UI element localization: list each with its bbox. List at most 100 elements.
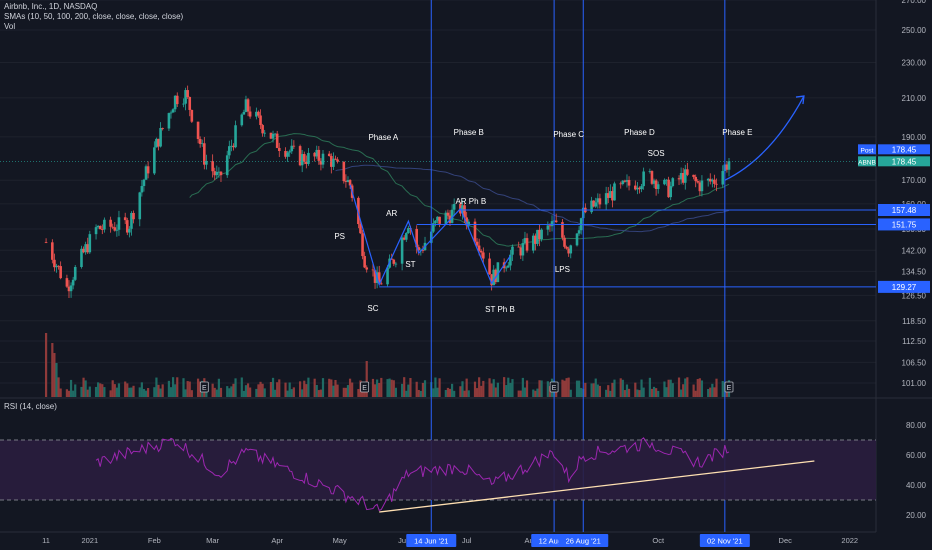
volume-bar: [684, 378, 687, 397]
earnings-marker[interactable]: [199, 381, 209, 393]
candle-body: [444, 212, 448, 224]
candle-body: [313, 152, 316, 157]
volume-bar: [417, 389, 420, 397]
volume-bar: [157, 384, 160, 397]
rsi-trendline[interactable]: [379, 460, 815, 513]
volume-bar: [621, 379, 624, 397]
candle-body: [461, 205, 464, 214]
candle-body: [292, 145, 296, 147]
volume-bar: [176, 377, 179, 397]
candle-body: [669, 186, 673, 198]
volume-bar: [421, 382, 425, 397]
candle-body: [305, 161, 308, 164]
candle-body: [421, 250, 425, 251]
candle-body: [146, 166, 150, 174]
volume-bar: [584, 382, 587, 397]
candle-body: [259, 115, 262, 126]
volume-bar: [363, 390, 366, 397]
candle-body: [648, 171, 652, 172]
volume-bar: [692, 384, 695, 397]
sma-indicator-label[interactable]: SMAs (10, 50, 100, 200, close, close, cl…: [4, 12, 184, 21]
volume-bar: [536, 388, 539, 397]
price-tick-label: 170.00: [902, 176, 927, 185]
volume-bar: [365, 361, 368, 397]
wyckoff-zigzag[interactable]: [349, 184, 511, 287]
volume-bar: [534, 390, 537, 397]
price-tag-value: 178.45: [892, 145, 917, 154]
projection-arrowhead: [795, 95, 805, 105]
projection-arrow[interactable]: [724, 95, 805, 181]
candle-body: [379, 283, 383, 285]
candle-body: [159, 127, 162, 147]
volume-bar: [415, 381, 418, 397]
volume-bar: [607, 385, 610, 397]
volume-bar: [234, 378, 237, 397]
candle-body: [621, 180, 625, 184]
volume-bar: [301, 389, 304, 397]
volume-bar: [72, 390, 75, 397]
candle-body: [536, 229, 539, 244]
volume-bar: [378, 382, 381, 397]
candle-body: [679, 173, 683, 180]
candle-body: [606, 193, 610, 198]
time-tick-label: Mar: [206, 536, 219, 545]
volume-bar: [492, 379, 495, 397]
earnings-marker-label: E: [727, 385, 732, 392]
volume-bar: [478, 377, 481, 397]
candle-body: [509, 254, 512, 266]
candle-body: [713, 179, 716, 184]
candle-body: [415, 228, 418, 248]
volume-bar: [142, 389, 146, 397]
candle-body: [725, 164, 729, 170]
candle-body: [534, 235, 537, 244]
candle-body: [125, 220, 129, 233]
volume-bar: [580, 387, 583, 397]
volume-bar: [561, 379, 564, 397]
volume-bar: [388, 378, 391, 397]
time-tick-label: Feb: [148, 536, 161, 545]
earnings-marker[interactable]: [549, 381, 559, 393]
earnings-marker[interactable]: [724, 381, 734, 393]
candle-body: [80, 248, 83, 267]
volume-bar: [290, 389, 293, 397]
volume-bar: [346, 385, 350, 397]
volume-bar: [686, 377, 689, 397]
candle-body: [230, 145, 233, 147]
volume-bar: [392, 380, 395, 397]
candle-body: [686, 169, 689, 175]
volume-bar: [344, 387, 347, 397]
volume-bar: [263, 388, 266, 397]
volume-bar: [303, 380, 306, 397]
candle-body: [609, 191, 612, 198]
candle-body: [677, 178, 681, 180]
earnings-marker[interactable]: [360, 381, 370, 393]
candle-body: [302, 154, 306, 162]
candle-body: [654, 180, 658, 190]
date-marker-label: 12 Aug '2: [539, 537, 570, 546]
candle-body: [130, 212, 133, 229]
candle-body: [298, 146, 302, 166]
candle-body: [142, 179, 146, 187]
candle-body: [140, 186, 144, 193]
volume-bar: [113, 384, 116, 397]
candle-body: [432, 223, 435, 232]
volume-bar: [567, 377, 570, 397]
candle-body: [548, 225, 552, 227]
volume-bar: [305, 384, 308, 397]
candle-body: [244, 99, 248, 112]
volume-indicator-label[interactable]: Vol: [4, 22, 16, 31]
volume-bar: [59, 388, 62, 397]
volume-bar: [715, 378, 718, 397]
candle-body: [330, 156, 333, 167]
volume-bar: [655, 388, 658, 397]
candle-body: [706, 178, 710, 181]
rsi-indicator-label[interactable]: RSI (14, close): [4, 402, 57, 411]
volume-bar: [376, 379, 379, 397]
volume-bar: [401, 383, 404, 397]
volume-bar: [627, 388, 631, 397]
volume-bar: [211, 383, 214, 397]
price-tick-label: 126.50: [902, 291, 927, 300]
price-tick-label: 190.00: [902, 133, 927, 142]
candle-body: [386, 267, 389, 285]
